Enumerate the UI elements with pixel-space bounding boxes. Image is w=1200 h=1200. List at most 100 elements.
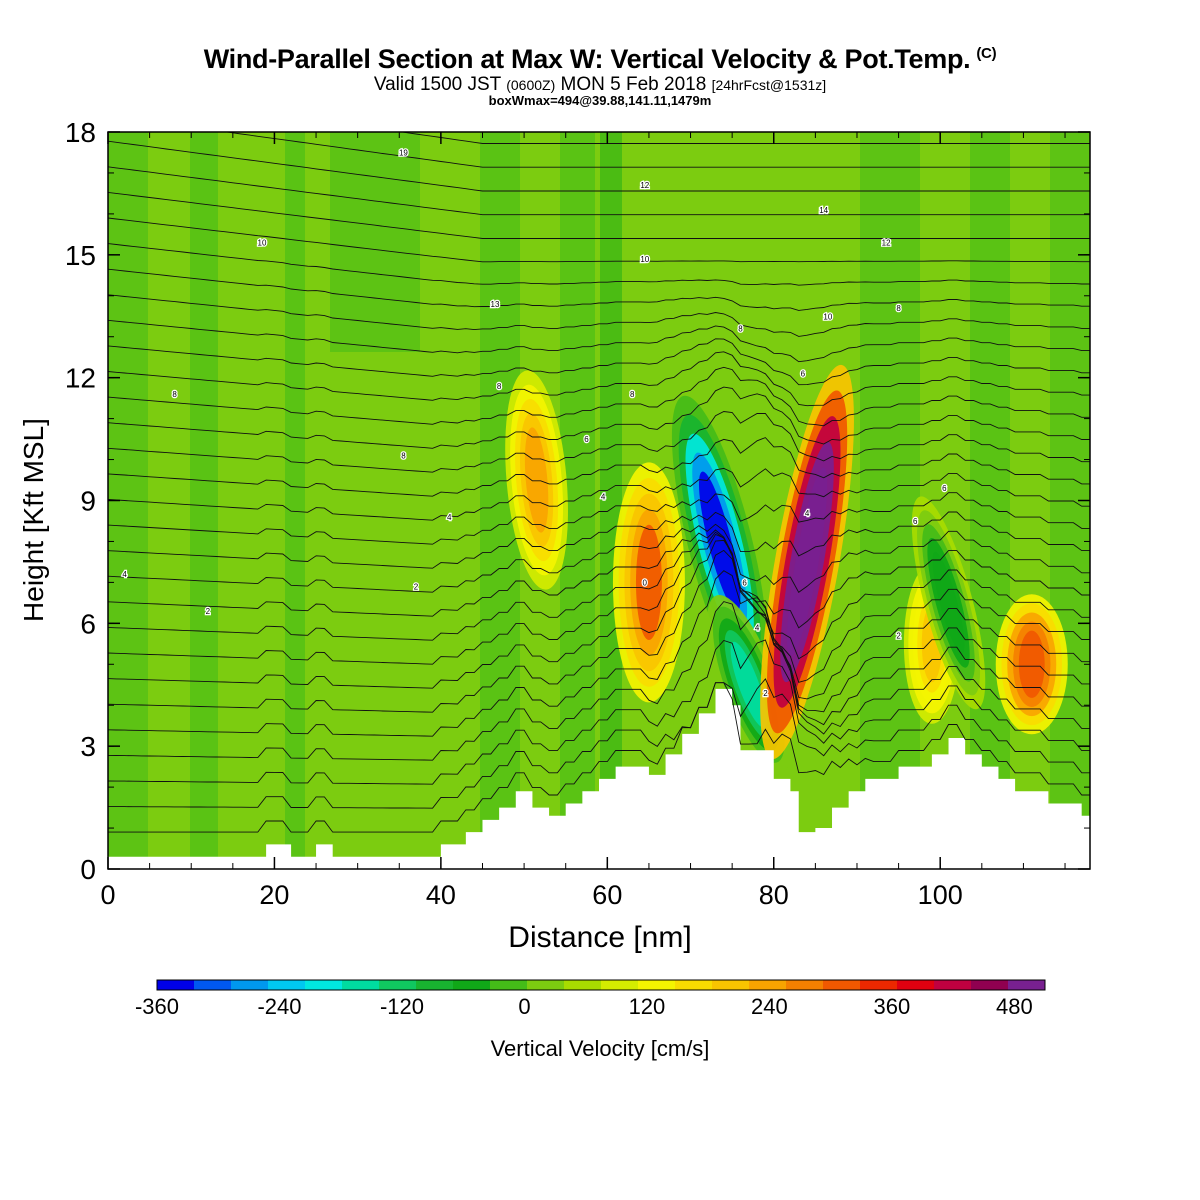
- contour-label: 4: [447, 513, 452, 522]
- colorbar-swatch: [268, 980, 306, 990]
- chart-subtitle: Valid 1500 JST (0600Z) MON 5 Feb 2018 [2…: [0, 74, 1200, 96]
- theta-contour-line: [108, 531, 1090, 660]
- y-tick-label: 15: [65, 240, 96, 271]
- theta-contour-line: [108, 217, 1090, 263]
- contour-label: 10: [640, 255, 649, 264]
- theta-contour-line: [108, 294, 1090, 337]
- colorbar-swatch: [971, 980, 1009, 990]
- velocity-band: [860, 132, 920, 869]
- x-tick-label: 40: [426, 880, 456, 910]
- colorbar-swatch: [712, 980, 750, 990]
- contour-label: 6: [801, 370, 806, 379]
- contour-label: 8: [172, 390, 177, 399]
- velocity-band: [330, 132, 420, 352]
- theta-contour-line: [108, 529, 1090, 629]
- theta-contour-line: [108, 243, 1090, 286]
- theta-contour-line: [108, 678, 1090, 809]
- y-axis-label: Height [Kft MSL]: [14, 418, 54, 622]
- x-tick-label: 100: [918, 880, 963, 910]
- velocity-feature: [932, 551, 965, 654]
- colorbar-tick-label: 0: [518, 994, 530, 1019]
- contour-label: 8: [896, 304, 901, 313]
- colorbar-tick-label: 240: [751, 994, 788, 1019]
- theta-contour-line: [108, 191, 1090, 239]
- contour-label: 6: [742, 578, 747, 587]
- contour-label: 6: [584, 435, 589, 444]
- velocity-feature: [786, 467, 828, 657]
- contour-label: 8: [497, 382, 502, 391]
- velocity-band: [600, 132, 622, 869]
- contour-label: 8: [630, 390, 635, 399]
- colorbar-swatch: [379, 980, 417, 990]
- y-axis-label-text: Height [Kft MSL]: [18, 418, 49, 622]
- colorbar-swatch: [527, 980, 565, 990]
- valid-date: MON 5 Feb 2018: [560, 74, 707, 95]
- contour-label: 13: [491, 300, 500, 309]
- colorbar-label: Vertical Velocity [cm/s]: [490, 1036, 710, 1061]
- colorbar-swatch: [194, 980, 232, 990]
- x-axis-label: Distance [nm]: [508, 921, 692, 954]
- colorbar-tick-label: -360: [135, 994, 179, 1019]
- colorbar-swatch: [1008, 980, 1046, 990]
- chart-title-mark: (C): [976, 45, 997, 62]
- colorbar-swatch: [638, 980, 676, 990]
- theta-contour-line: [398, 132, 1090, 144]
- colorbar-swatch: [675, 980, 713, 990]
- x-tick-label: 60: [592, 880, 622, 910]
- theta-contour-line: [108, 268, 1090, 311]
- y-tick-label: 12: [65, 363, 96, 394]
- colorbar-swatch: [416, 980, 454, 990]
- theta-contour-line: [108, 386, 1090, 449]
- contour-labels: 19 12 14 12 10 10 13 10 8 8 8 8 8 6 6 8 4 6 4 4 6 4 0 6 2 2 4 2 2: [121, 147, 948, 699]
- contour-label: 4: [122, 570, 127, 579]
- theta-contour-line: [108, 437, 1090, 497]
- contour-label: 4: [601, 492, 606, 501]
- colorbar-swatch: [749, 980, 787, 990]
- contour-label: 2: [763, 689, 768, 698]
- colorbar-tick-label: -240: [257, 994, 301, 1019]
- velocity-feature: [1018, 630, 1045, 698]
- theta-contour-line: [108, 601, 1090, 761]
- chart-title: Wind-Parallel Section at Max W: Vertical…: [0, 44, 1200, 75]
- velocity-feature: [635, 524, 662, 640]
- theta-contour-line: [223, 132, 1090, 168]
- velocity-band: [190, 132, 218, 869]
- y-tick-label: 3: [80, 731, 96, 762]
- velocity-features: [505, 364, 1068, 775]
- colorbar: -360 -240 -120 0 120 240 360 480: [135, 979, 1046, 1019]
- terrain-mask: [108, 688, 1090, 870]
- colorbar-swatch: [564, 980, 602, 990]
- theta-contour-line: [108, 523, 1090, 593]
- theta-contour-line: [108, 492, 1090, 545]
- contour-label: 6: [913, 517, 918, 526]
- contour-label: 4: [755, 623, 760, 632]
- theta-contour-line: [108, 411, 1090, 473]
- chart-title-text: Wind-Parallel Section at Max W: Vertical…: [203, 44, 971, 74]
- contour-label: 10: [823, 312, 832, 321]
- y-tick-label: 18: [65, 117, 96, 148]
- velocity-feature: [730, 641, 768, 728]
- theta-contour-line: [108, 166, 1090, 216]
- colorbar-swatch: [601, 980, 639, 990]
- colorbar-tick-label: -120: [380, 994, 424, 1019]
- contour-label: 19: [399, 148, 408, 157]
- box-info: boxWmax=494@39.88,141.11,1479m: [488, 93, 712, 108]
- colorbar-tick-label: 120: [629, 994, 666, 1019]
- contour-label: 6: [942, 484, 947, 493]
- colorbar-swatch: [934, 980, 972, 990]
- theta-contour-line: [108, 140, 1090, 192]
- contour-label: 12: [882, 239, 891, 248]
- theta-contour-line: [108, 338, 1090, 386]
- colorbar-swatch: [231, 980, 269, 990]
- colorbar-swatch: [860, 980, 898, 990]
- theta-contour-line: [108, 366, 1090, 427]
- theta-contour-line: [108, 682, 1090, 833]
- colorbar-tick-label: 480: [996, 994, 1033, 1019]
- contour-label: 0: [643, 578, 648, 587]
- contour-label: 8: [401, 451, 406, 460]
- contour-label: 2: [206, 607, 211, 616]
- contour-label: 2: [414, 582, 419, 591]
- theta-contour-line: [108, 539, 1090, 700]
